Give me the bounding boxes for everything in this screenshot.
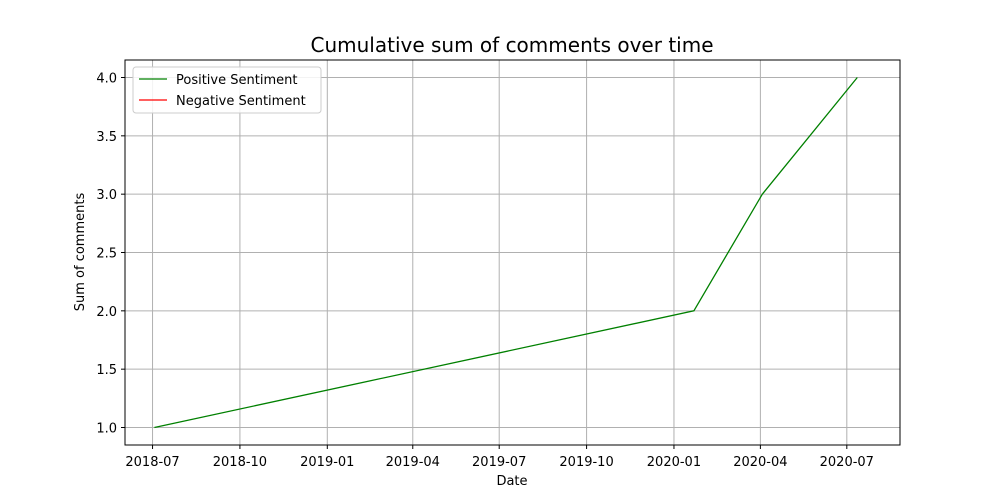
x-tick-label: 2019-07: [472, 455, 526, 470]
legend-label-negative-sentiment: Negative Sentiment: [176, 94, 306, 109]
x-tick-label: 2020-04: [733, 455, 787, 470]
series-layer: [154, 77, 858, 429]
legend-box: [132, 66, 322, 114]
x-tick-label: 2018-10: [213, 455, 267, 470]
x-tick-label: 2019-04: [386, 455, 440, 470]
y-tick-label: 4.0: [96, 72, 117, 87]
x-tick-label: 2018-07: [125, 455, 179, 470]
y-axis-label: Sum of comments: [73, 193, 88, 312]
x-tick-label: 2019-10: [559, 455, 613, 470]
x-tick-label: 2020-07: [820, 455, 874, 470]
x-tick-label: 2020-01: [647, 455, 701, 470]
legend: Positive Sentiment Negative Sentiment: [132, 66, 322, 114]
y-axis-ticks: 1.0 1.5 2.0 2.5 3.0 3.5 4.0: [96, 72, 125, 437]
y-tick-label: 3.0: [96, 188, 117, 203]
y-tick-label: 1.5: [96, 363, 117, 378]
legend-label-positive-sentiment: Positive Sentiment: [176, 73, 297, 88]
x-axis-label: Date: [496, 474, 527, 489]
x-tick-label: 2019-01: [300, 455, 354, 470]
y-tick-label: 1.0: [96, 422, 117, 437]
series-line-positive-sentiment: [154, 77, 858, 429]
chart-title: Cumulative sum of comments over time: [310, 33, 713, 57]
y-tick-label: 2.0: [96, 305, 117, 320]
y-tick-label: 2.5: [96, 247, 117, 262]
grid: [125, 60, 900, 445]
x-axis-ticks: 2018-07 2018-10 2019-01 2019-04 2019-07 2019-…: [125, 445, 874, 470]
y-tick-label: 3.5: [96, 130, 117, 145]
